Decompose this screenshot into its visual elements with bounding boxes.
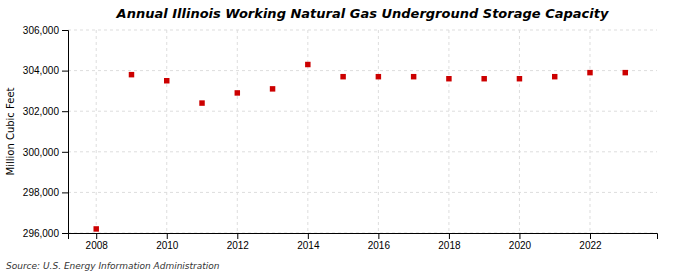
tick-label: 2014 — [297, 240, 320, 251]
grid-line-x — [448, 30, 449, 233]
tick-label: 2018 — [438, 240, 461, 251]
annotation: Source: U.S. Energy Information Administ… — [6, 261, 220, 271]
tick-mark — [62, 192, 68, 193]
point — [340, 74, 345, 79]
y-axis-title: Million Cubic Feet — [5, 87, 16, 175]
tick-label: 298,000 — [23, 187, 60, 198]
point — [517, 76, 522, 81]
tick-label: 2010 — [156, 240, 179, 251]
point — [235, 90, 240, 95]
tick: 296,000 — [23, 228, 68, 239]
tick: 298,000 — [23, 187, 68, 198]
tick: 2022 — [579, 233, 602, 251]
tick: 300,000 — [23, 147, 68, 158]
tick-label: 2016 — [368, 240, 391, 251]
tick-mark — [96, 233, 97, 239]
tick-label: 300,000 — [23, 147, 60, 158]
tick: 2008 — [86, 233, 109, 251]
point — [446, 76, 451, 81]
tick-label: 2008 — [86, 240, 109, 251]
grid — [68, 30, 657, 233]
point — [270, 86, 275, 91]
tick-mark — [519, 233, 520, 239]
tick-mark — [237, 233, 238, 239]
y-axis: 296,000 298,000 300,000 302,000 304,000 306,0… — [23, 25, 69, 239]
tick: 2016 — [368, 233, 391, 251]
point — [129, 72, 134, 77]
plot: 20082010201220142016201820202022296,0002… — [23, 25, 658, 251]
tick-mark — [378, 233, 379, 239]
title: Annual Illinois Working Natural Gas Unde… — [116, 6, 609, 21]
grid-line-x — [307, 30, 308, 233]
tick-label: 306,000 — [23, 25, 60, 36]
tick-mark — [62, 111, 68, 112]
tick-mark — [167, 233, 168, 239]
point — [376, 74, 381, 79]
grid-line-x — [96, 30, 97, 233]
tick-label: 302,000 — [23, 106, 60, 117]
point — [411, 74, 416, 79]
tick-mark — [308, 233, 309, 239]
point — [623, 70, 628, 75]
grid-line-x — [237, 30, 238, 233]
tick-mark — [590, 233, 591, 239]
tick: 2014 — [297, 233, 320, 251]
point — [199, 100, 204, 105]
tick: 304,000 — [23, 65, 68, 76]
points — [93, 62, 628, 232]
tick: 2020 — [509, 233, 532, 251]
point — [481, 76, 486, 81]
tick: 302,000 — [23, 106, 68, 117]
tick-mark — [449, 233, 450, 239]
grid-line-y — [68, 151, 657, 152]
grid-line-y — [68, 111, 657, 112]
grid-line-x — [378, 30, 379, 233]
grid-line-y — [68, 30, 657, 31]
tick-label: 304,000 — [23, 65, 60, 76]
tick-mark — [62, 233, 68, 234]
tick-label: 2012 — [227, 240, 250, 251]
point — [305, 62, 310, 67]
axis-line — [69, 234, 658, 240]
tick-label: 2020 — [509, 240, 532, 251]
point — [552, 74, 557, 79]
tick: 2010 — [156, 233, 179, 251]
tick-mark — [62, 152, 68, 153]
grid-line-y — [68, 70, 657, 71]
axis-line — [62, 31, 69, 234]
point — [587, 70, 592, 75]
grid-line-x — [589, 30, 590, 233]
point — [164, 78, 169, 83]
tick: 2012 — [227, 233, 250, 251]
x-axis: 2008 2010 2012 2014 2016 2018 2020 2022 — [69, 233, 658, 251]
tick-label: 296,000 — [23, 228, 60, 239]
grid-line-y — [68, 192, 657, 193]
tick-mark — [62, 30, 68, 31]
tick-mark — [62, 71, 68, 72]
grid-line-x — [166, 30, 167, 233]
grid-line-x — [519, 30, 520, 233]
point — [93, 226, 98, 231]
tick: 306,000 — [23, 25, 68, 36]
tick: 2018 — [438, 233, 461, 251]
tick-label: 2022 — [579, 240, 602, 251]
chart: 20082010201220142016201820202022296,0002… — [0, 0, 675, 275]
